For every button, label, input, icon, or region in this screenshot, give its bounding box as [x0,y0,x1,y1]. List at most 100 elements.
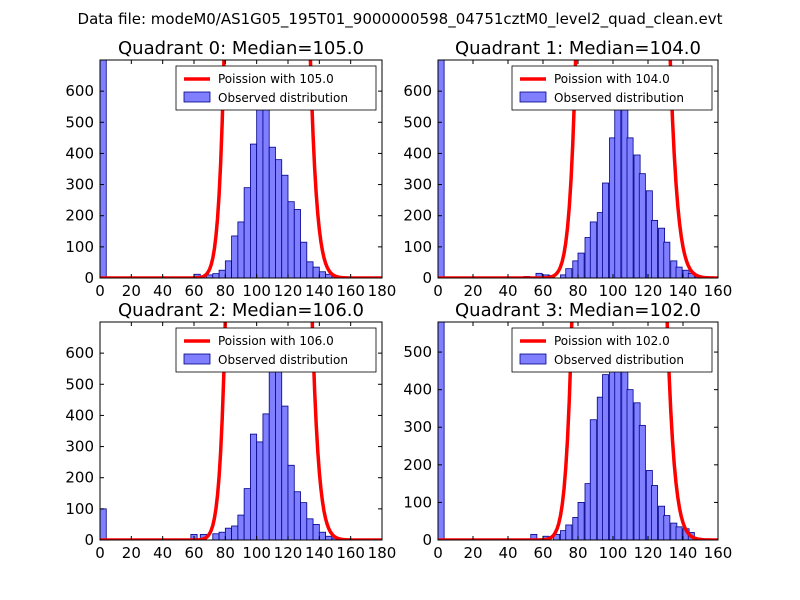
y-tick-label: 400 [65,144,94,162]
x-tick-label: 80 [216,282,235,300]
quadrant-1-legend: Poission with 104.0 Observed distribution [511,65,713,111]
histogram-bar [249,143,258,278]
y-tick-label: 500 [403,343,432,361]
y-tick-label: 400 [403,144,432,162]
histogram-bar [626,389,634,540]
histogram-bar [626,137,634,278]
histogram-bar [212,533,220,540]
histogram-bar [318,531,327,540]
x-tick-label: 60 [533,282,552,300]
quadrant-0-title: Quadrant 0: Median=105.0 [118,38,364,59]
histogram-bar [300,241,308,278]
x-tick-label: 20 [463,282,482,300]
x-tick-label: 0 [433,282,443,300]
y-tick-label: 0 [84,269,94,287]
histogram-bar [638,173,646,278]
histogram-bar [218,269,226,278]
histogram-bar [602,182,610,278]
histogram-bar [565,524,573,540]
y-tick-label: 500 [403,113,432,131]
x-tick-label: 100 [599,282,628,300]
x-tick-label: 60 [533,544,552,562]
x-tick-label: 140 [305,282,334,300]
histogram-bar [262,87,270,278]
x-tick-label: 160 [704,282,733,300]
y-tick-label: 100 [65,500,94,518]
legend-observed-label: Observed distribution [218,353,348,367]
histogram-bar [663,241,671,278]
histogram-bar [262,413,270,540]
y-tick-label: 500 [65,113,94,131]
histogram-bar [312,266,320,278]
legend-observed-label: Observed distribution [554,91,684,105]
histogram-bar [256,441,264,540]
histogram-bar [318,271,327,278]
histogram-bar [675,526,683,540]
poisson-curve [100,322,382,540]
histogram-bar [306,518,314,540]
histogram-bar [268,146,276,278]
x-tick-label: 40 [153,282,172,300]
x-tick-label: 160 [336,544,365,562]
x-tick-label: 60 [184,282,203,300]
y-tick-label: 100 [403,238,432,256]
histogram-bar [212,273,220,278]
quadrant-3-legend: Poission with 102.0 Observed distribution [511,327,713,373]
quadrant-2-panel: Quadrant 2: Median=106.00 20 40 60 80 100 120 1… [65,300,396,562]
histogram-bar [287,464,295,540]
x-tick-label: 140 [669,282,698,300]
legend-observed-swatch [519,353,547,365]
y-tick-label: 300 [65,438,94,456]
y-tick-label: 600 [65,82,94,100]
histogram-bar [231,525,239,540]
y-tick-label: 200 [403,456,432,474]
legend-poisson-label: Poission with 104.0 [554,72,670,86]
histogram-bar [663,515,671,540]
legend-observed-label: Observed distribution [218,91,348,105]
x-tick-label: 20 [122,282,141,300]
y-tick-label: 600 [403,82,432,100]
histogram-bar [275,159,283,278]
histogram-bar [438,322,445,540]
histogram-bar [589,419,597,540]
histogram-bar [589,221,597,278]
legend-observed-swatch [519,91,547,103]
histogram-bar [224,260,232,278]
y-tick-label: 400 [403,381,432,399]
legend-poisson-label: Poission with 106.0 [218,334,334,348]
histogram-bar [287,201,295,278]
x-tick-label: 80 [216,544,235,562]
quadrant-3-panel: Quadrant 3: Median=102.0 0 20 40 60 80 100 120 1… [403,300,732,562]
histogram-bar [325,535,333,540]
histogram-bar [231,235,239,278]
x-tick-label: 80 [568,544,587,562]
x-tick-label: 20 [463,544,482,562]
histogram-bar [293,491,301,540]
x-tick-label: 100 [242,544,271,562]
y-tick-label: 0 [422,531,432,549]
histogram-bar [306,261,314,278]
histogram-bar [293,209,301,278]
histogram-bar [281,174,289,278]
poisson-curve [438,322,718,540]
histogram-bar [100,508,107,540]
histogram-bar [535,272,543,278]
x-tick-label: 140 [669,544,698,562]
quadrant-1-panel: Quadrant 1: Median=104.0 0 20 40 60 80 100 120 1… [403,38,733,300]
histogram-bar [565,268,573,278]
y-tick-label: 0 [84,531,94,549]
y-tick-label: 200 [65,469,94,487]
x-tick-label: 180 [368,282,397,300]
histogram-bar [675,266,683,278]
legend-observed-swatch [183,91,211,103]
x-tick-label: 20 [122,544,141,562]
y-tick-label: 400 [65,406,94,424]
histogram-bar [275,348,283,540]
histogram-bar [638,424,646,540]
legend-observed-swatch [183,353,211,365]
quadrant-2-title: Quadrant 2: Median=106.0 [118,300,364,321]
x-tick-label: 120 [274,544,303,562]
x-tick-label: 120 [634,544,663,562]
y-tick-label: 100 [65,238,94,256]
histogram-bar [651,485,659,540]
